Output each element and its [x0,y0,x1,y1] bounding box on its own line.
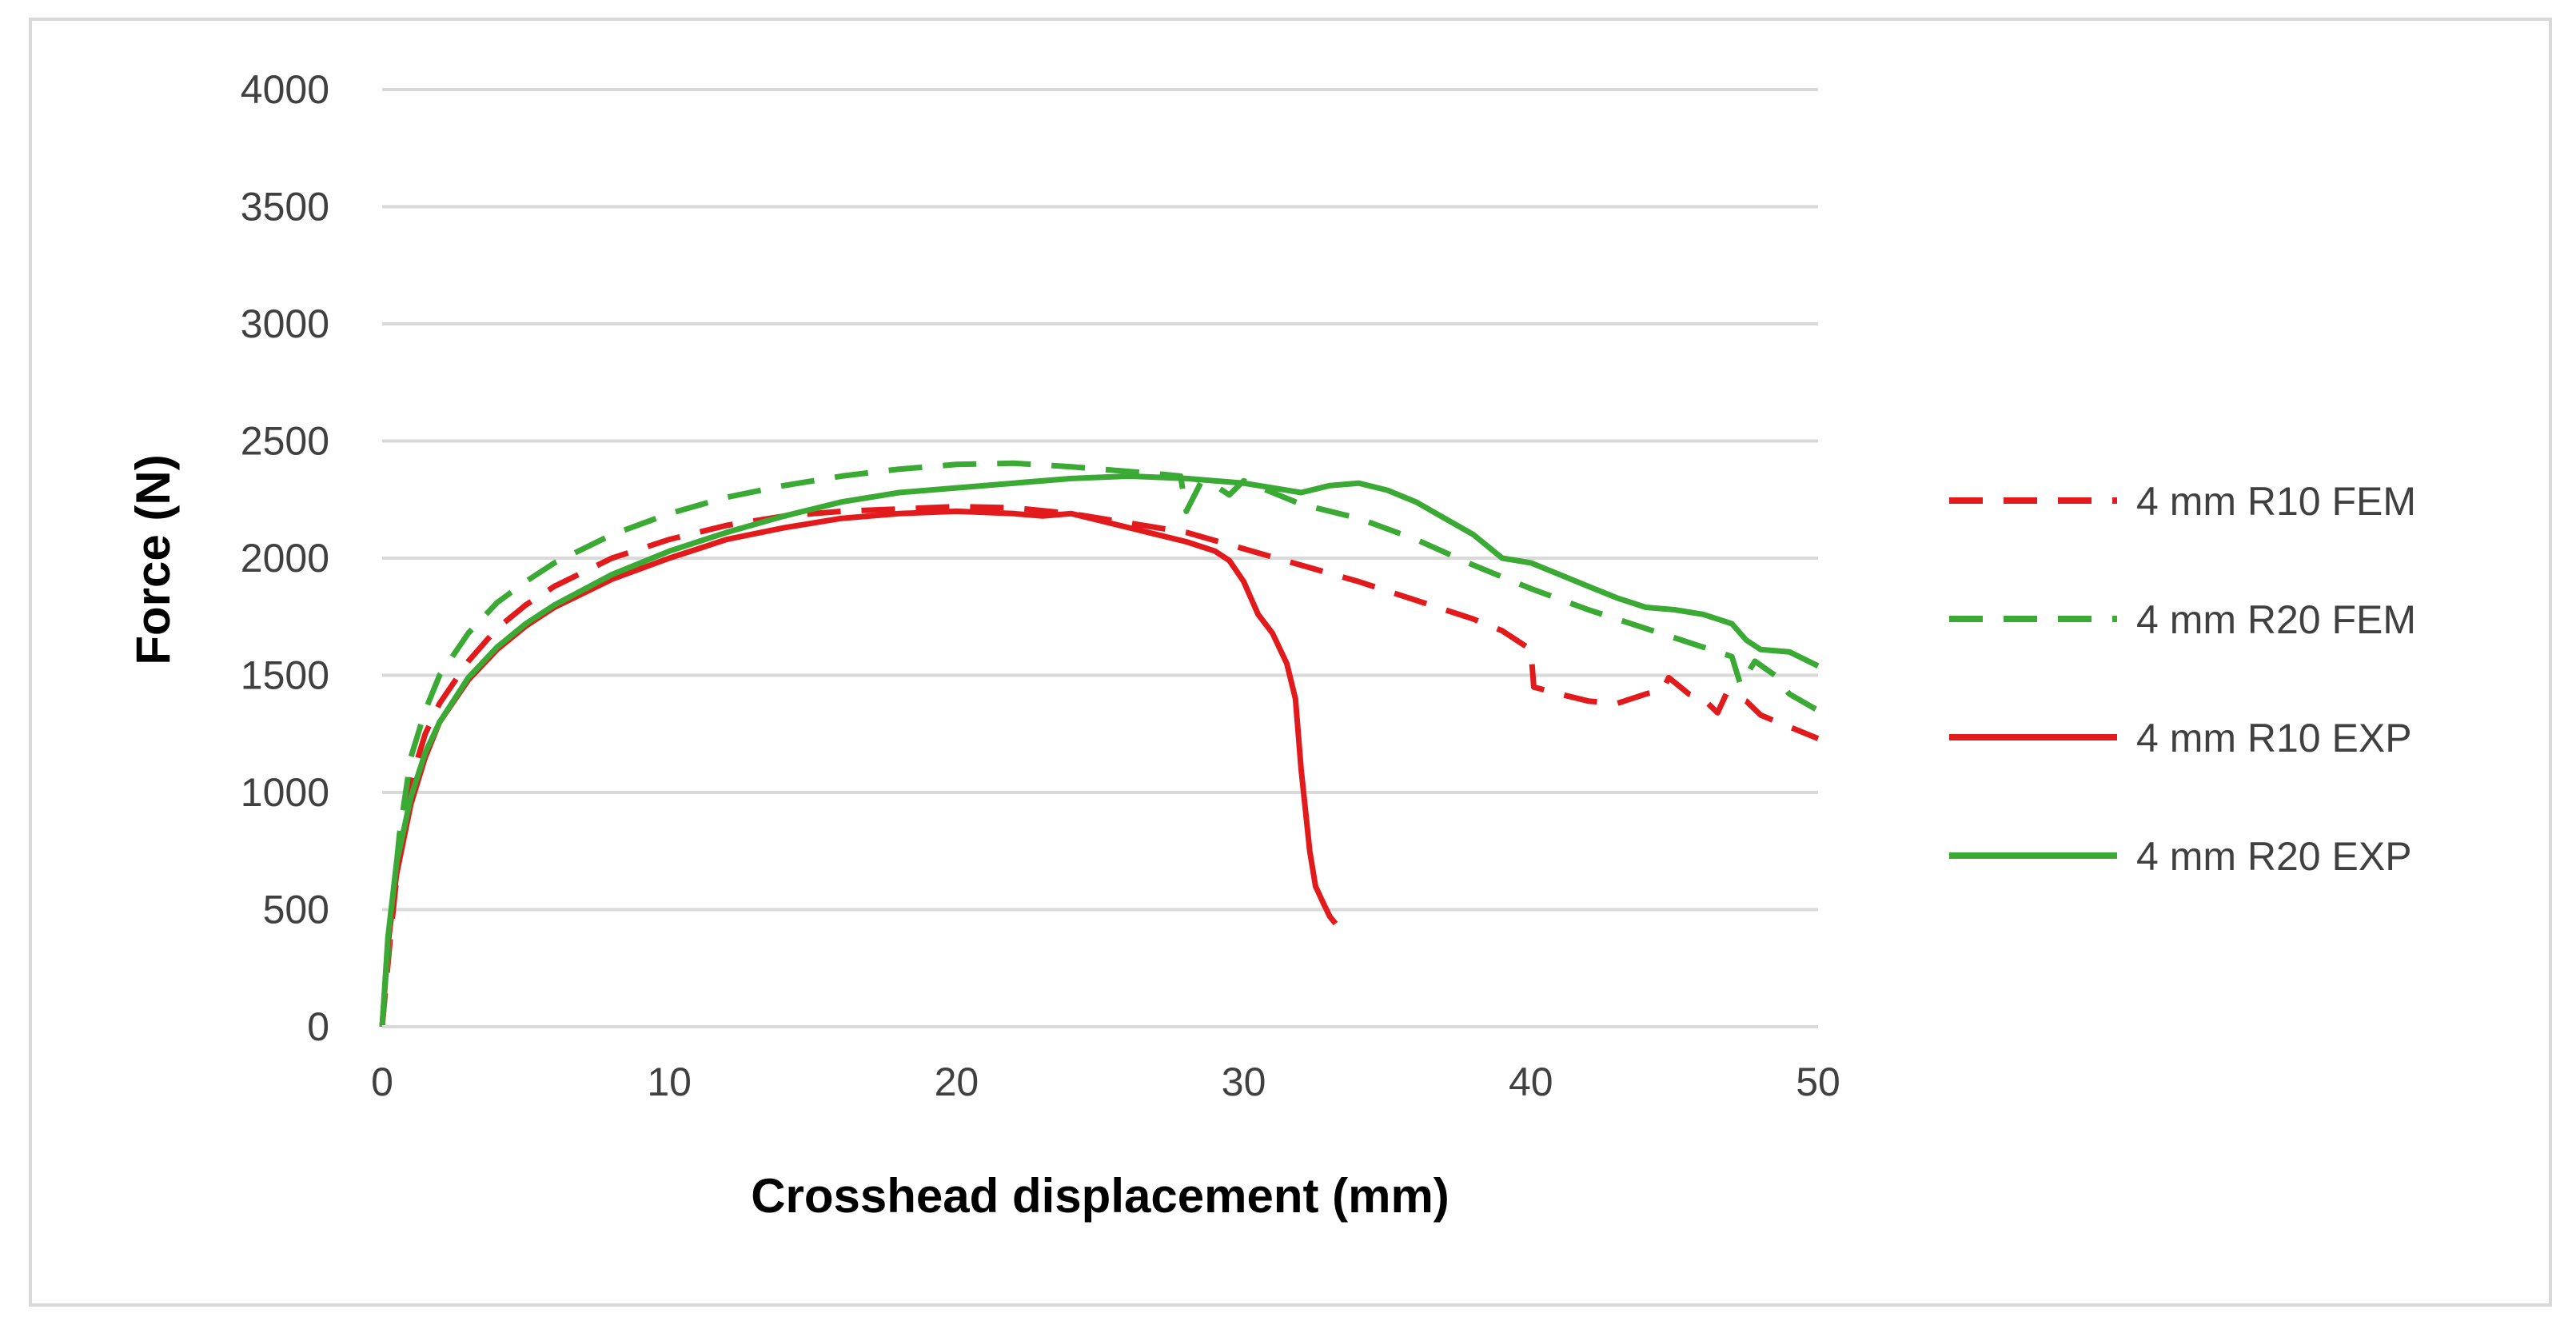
x-tick-label: 10 [647,1060,692,1104]
x-tick-label: 30 [1222,1060,1266,1104]
series-line-4-mm-r10-exp [379,508,1338,1028]
legend-label: 4 mm R20 EXP [2136,834,2412,879]
legend: 4 mm R10 FEM 4 mm R20 FEM 4 mm R10 EXP 4 mm… [1949,479,2416,879]
x-tick-label: 50 [1796,1060,1840,1104]
series-line-4-mm-r20-exp [379,473,1820,1028]
y-axis-title: Force (N) [126,454,180,665]
y-tick-label: 0 [307,1004,329,1049]
series-lines [379,460,1820,1028]
legend-label: 4 mm R10 EXP [2136,716,2412,760]
y-tick-label: 2000 [241,536,329,581]
y-tick-label: 500 [263,888,329,932]
series-line-4-mm-r20-fem [379,460,1820,1028]
y-tick-label: 1500 [241,653,329,698]
y-tick-label: 3500 [241,185,329,229]
y-tick-labels: 0 500 1000 1500 2000 2500 3000 3500 4000 [241,67,329,1049]
y-tick-label: 3000 [241,301,329,346]
x-tick-labels: 0 10 20 30 40 50 [371,1060,1840,1104]
y-tick-label: 1000 [241,770,329,815]
y-tick-label: 4000 [241,67,329,112]
x-tick-label: 40 [1509,1060,1553,1104]
y-tick-label: 2500 [241,419,329,464]
legend-label: 4 mm R10 FEM [2136,479,2416,524]
x-tick-label: 0 [371,1060,393,1104]
x-tick-label: 20 [935,1060,979,1104]
x-axis-title: Crosshead displacement (mm) [751,1169,1449,1223]
gridlines [382,88,1818,912]
chart-frame [29,18,2552,1307]
series-line-4-mm-r10-fem [379,504,1820,1028]
legend-label: 4 mm R20 FEM [2136,597,2416,642]
